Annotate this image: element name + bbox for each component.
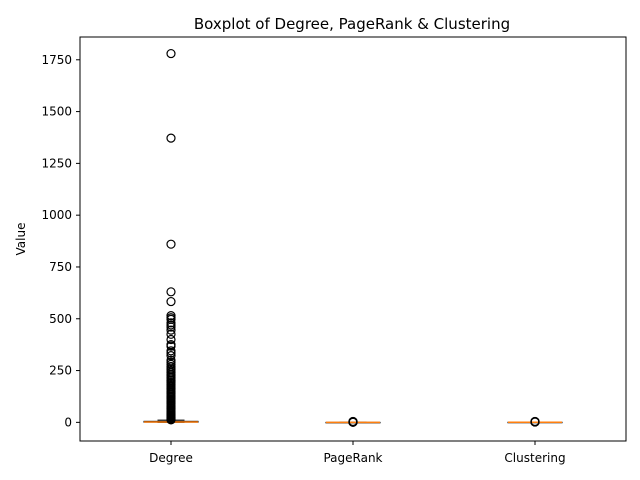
outlier-point: [166, 48, 176, 59]
y-tick-label: 1250: [41, 156, 72, 170]
outlier-point: [166, 296, 176, 307]
y-tick-label: 750: [49, 260, 72, 274]
y-axis-label: Value: [14, 223, 28, 256]
y-tick-label: 250: [49, 364, 72, 378]
boxes-group: [143, 48, 563, 427]
outlier-point: [166, 348, 176, 358]
outlier-point: [166, 341, 176, 351]
y-tick-label: 1500: [41, 105, 72, 119]
y-tick-label: 1750: [41, 53, 72, 67]
y-axis: 0 250 500 750 1000 1250 1500 1750: [41, 53, 80, 429]
x-axis: Degree PageRank Clustering: [149, 441, 566, 465]
box-pagerank: [325, 416, 381, 427]
outlier-point: [166, 239, 176, 249]
y-tick-label: 500: [49, 312, 72, 326]
outlier-point: [166, 133, 176, 143]
chart-title: Boxplot of Degree, PageRank & Clustering: [194, 15, 510, 33]
x-tick-label: Clustering: [504, 451, 565, 465]
outlier-point: [166, 287, 176, 297]
y-tick-label: 0: [64, 415, 72, 429]
y-tick-label: 1000: [41, 208, 72, 222]
outlier-point: [166, 325, 176, 335]
outlier-point: [530, 416, 540, 427]
outlier-point: [166, 329, 176, 339]
outlier-point: [348, 416, 358, 427]
outlier-point: [166, 334, 176, 345]
outlier-point: [166, 415, 176, 425]
x-tick-label: Degree: [149, 451, 193, 465]
outlier-point: [166, 351, 176, 361]
box-degree: [143, 48, 199, 425]
outlier-point: [166, 322, 176, 332]
plot-area: [79, 36, 627, 442]
box-clustering: [507, 416, 563, 427]
x-tick-label: PageRank: [323, 451, 382, 465]
